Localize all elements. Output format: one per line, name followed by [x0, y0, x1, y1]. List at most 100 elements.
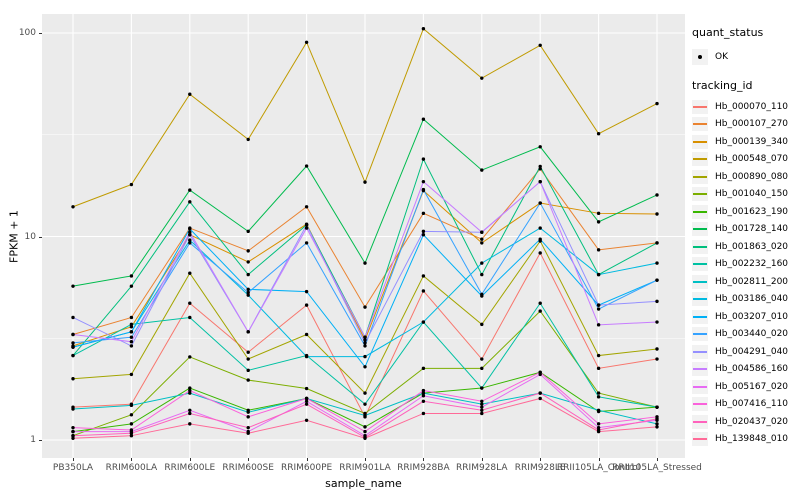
- data-point: [655, 261, 659, 265]
- data-point: [246, 378, 250, 382]
- data-point: [480, 402, 484, 406]
- data-point: [129, 431, 134, 435]
- data-point: [188, 391, 192, 395]
- line-key-icon: [692, 327, 708, 342]
- series-color-line-icon: [693, 403, 707, 406]
- series-color-line-icon: [693, 228, 707, 231]
- legend-item-Hb_000070_110: Hb_000070_110: [692, 98, 800, 116]
- data-point: [421, 233, 426, 237]
- data-point: [655, 101, 659, 106]
- data-point: [538, 43, 542, 48]
- data-point: [596, 429, 601, 434]
- legend-item-label: Hb_001863_020: [715, 241, 789, 252]
- legend-item-label: Hb_020437_020: [715, 416, 789, 427]
- line-key-icon: [692, 379, 708, 394]
- data-point: [129, 284, 134, 288]
- legend-item-Hb_002232_160: Hb_002232_160: [692, 256, 800, 274]
- data-point: [538, 179, 542, 184]
- legend-item-Hb_001728_140: Hb_001728_140: [692, 221, 800, 239]
- x-tick-label: RRIM600PE: [280, 463, 333, 473]
- data-point: [655, 422, 659, 426]
- series-color-line-icon: [693, 385, 707, 388]
- data-point: [304, 402, 309, 406]
- data-point: [304, 223, 309, 227]
- data-point: [71, 332, 75, 337]
- y-tick-label: 10: [24, 231, 36, 242]
- data-point: [129, 330, 134, 334]
- data-point: [129, 335, 134, 339]
- data-point: [480, 322, 484, 327]
- data-point: [71, 377, 75, 381]
- series-color-line-icon: [693, 175, 707, 178]
- data-point: [596, 425, 601, 430]
- x-tick-label: RRIM928LA: [456, 463, 508, 473]
- line-key-icon: [692, 344, 708, 359]
- line-key-icon: [692, 274, 708, 289]
- data-point: [71, 284, 75, 288]
- line-key-icon: [692, 134, 708, 149]
- legend-item-Hb_003207_010: Hb_003207_010: [692, 308, 800, 326]
- data-point: [363, 354, 367, 359]
- data-point: [188, 301, 192, 305]
- data-point: [363, 413, 367, 418]
- legend-item-Hb_002811_200: Hb_002811_200: [692, 273, 800, 291]
- data-point: [129, 433, 134, 438]
- legend-item-label: Hb_003440_020: [715, 329, 789, 340]
- data-point: [421, 117, 426, 121]
- data-point: [246, 287, 250, 292]
- data-point: [596, 353, 601, 358]
- data-point: [655, 193, 659, 197]
- data-point: [71, 205, 75, 209]
- data-point: [304, 332, 309, 337]
- data-point: [538, 301, 542, 305]
- data-point: [596, 220, 601, 224]
- data-point: [71, 425, 75, 430]
- line-key-icon: [692, 204, 708, 219]
- data-point: [363, 425, 367, 429]
- data-point: [188, 233, 192, 237]
- line-key-icon: [692, 117, 708, 132]
- data-point: [596, 395, 601, 399]
- legend-item-label: Hb_001040_150: [715, 189, 789, 200]
- series-color-line-icon: [693, 350, 707, 353]
- x-tick-mark: [540, 458, 542, 461]
- series-color-line-icon: [693, 140, 707, 143]
- x-tick-mark: [481, 458, 483, 461]
- data-point: [304, 418, 309, 422]
- legend-item-Hb_139848_010: Hb_139848_010: [692, 431, 800, 449]
- legend-item-label: Hb_000548_070: [715, 154, 789, 165]
- line-key-icon: [692, 99, 708, 114]
- y-tick-label: 1: [30, 435, 36, 445]
- series-color-line-icon: [693, 263, 707, 266]
- point-key-icon: [692, 49, 708, 65]
- data-point: [421, 411, 426, 416]
- data-point: [246, 425, 250, 430]
- line-key-icon: [692, 362, 708, 377]
- data-point: [538, 167, 542, 171]
- legend-item-Hb_000107_270: Hb_000107_270: [692, 116, 800, 134]
- data-point: [480, 241, 484, 245]
- data-point: [304, 303, 309, 307]
- data-point: [188, 200, 192, 204]
- series-color-line-icon: [693, 368, 707, 371]
- data-point: [304, 205, 309, 209]
- data-point: [655, 278, 659, 282]
- x-tick-label: RRIM600LE: [164, 463, 216, 473]
- line-key-icon: [692, 309, 708, 324]
- line-key-icon: [692, 432, 708, 447]
- data-point: [421, 179, 426, 184]
- legend-item-Hb_005167_020: Hb_005167_020: [692, 378, 800, 396]
- data-point: [304, 226, 309, 230]
- data-point: [129, 340, 134, 344]
- data-point: [188, 411, 192, 416]
- x-tick-mark: [189, 458, 191, 461]
- data-point: [129, 372, 134, 377]
- series-color-line-icon: [693, 280, 707, 283]
- legend-item-label: Hb_005167_020: [715, 381, 789, 392]
- x-tick-mark: [306, 458, 308, 461]
- series-color-line-icon: [693, 193, 707, 196]
- legend-item-label: Hb_004586_160: [715, 364, 789, 375]
- data-point: [655, 417, 659, 421]
- data-point: [304, 40, 309, 45]
- x-tick-label: RRIM928LE: [514, 463, 566, 473]
